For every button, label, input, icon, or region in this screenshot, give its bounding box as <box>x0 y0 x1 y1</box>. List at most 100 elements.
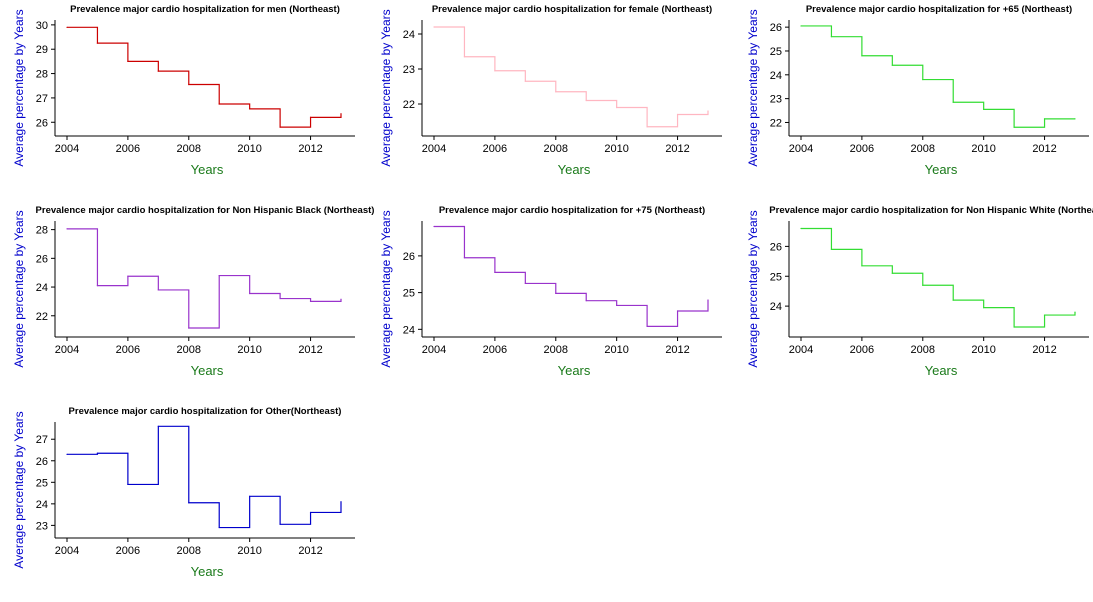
x-tick-label: 2008 <box>544 344 568 356</box>
x-tick-label: 2004 <box>55 143 79 155</box>
data-point <box>616 304 618 307</box>
y-axis-label: Average percentage by Years <box>746 210 760 367</box>
y-axis-label: Average percentage by Years <box>379 210 393 367</box>
x-axis-label: Years <box>558 162 591 177</box>
x-tick-label: 2006 <box>850 143 874 155</box>
series-step-line <box>434 26 709 128</box>
chart-panel-6: Prevalence major cardio hospitalization … <box>734 201 1093 401</box>
y-tick-label: 25 <box>36 477 48 489</box>
x-tick-label: 2012 <box>298 143 322 155</box>
y-tick-label: 26 <box>770 241 782 253</box>
y-tick-label: 28 <box>36 225 48 237</box>
data-point <box>433 225 435 228</box>
y-tick-label: 25 <box>403 288 415 300</box>
data-point <box>891 64 893 66</box>
data-point <box>1043 314 1046 316</box>
data-point <box>1074 311 1076 313</box>
chart-svg: Prevalence major cardio hospitalization … <box>379 205 722 378</box>
x-tick-label: 2010 <box>971 344 995 356</box>
data-point <box>127 483 129 486</box>
data-point <box>707 299 709 301</box>
y-tick-label: 27 <box>36 93 48 105</box>
x-tick-label: 2006 <box>116 344 140 356</box>
data-point <box>340 501 342 503</box>
chart-title: Prevalence major cardio hospitalization … <box>439 205 705 216</box>
series-step-line <box>801 25 1075 128</box>
data-point <box>861 55 863 57</box>
data-point <box>646 325 648 327</box>
x-tick-label: 2004 <box>789 143 813 155</box>
data-point <box>66 453 68 455</box>
data-point <box>279 523 281 525</box>
x-tick-label: 2010 <box>237 143 261 155</box>
x-axis-label: Years <box>191 363 224 378</box>
data-point <box>157 289 159 291</box>
series-step-line <box>434 225 709 327</box>
chart-svg: Prevalence major cardio hospitalization … <box>379 4 722 177</box>
chart-panel-1: Prevalence major cardio hospitalization … <box>0 0 367 200</box>
x-axis-label: Years <box>191 162 224 177</box>
y-tick-label: 29 <box>36 44 48 56</box>
y-axis-label: Average percentage by Years <box>379 9 393 166</box>
data-point <box>1074 118 1076 120</box>
y-axis-label: Average percentage by Years <box>12 210 26 367</box>
data-point <box>249 495 251 497</box>
data-point <box>433 26 435 28</box>
data-point <box>861 265 863 267</box>
data-point <box>66 228 68 230</box>
chart-panel-5: Prevalence major cardio hospitalization … <box>367 201 734 401</box>
data-point <box>524 282 526 285</box>
data-point <box>340 298 342 300</box>
x-tick-label: 2012 <box>1032 143 1056 155</box>
x-tick-label: 2010 <box>237 545 261 557</box>
y-axis-label: Average percentage by Years <box>746 9 760 166</box>
x-tick-label: 2004 <box>422 143 446 155</box>
x-tick-label: 2012 <box>665 344 689 356</box>
chart-panel-2: Prevalence major cardio hospitalization … <box>367 0 734 200</box>
data-point <box>585 300 587 302</box>
x-tick-label: 2004 <box>422 344 446 356</box>
data-point <box>188 327 190 329</box>
chart-panel-4: Prevalence major cardio hospitalization … <box>0 201 374 401</box>
y-tick-label: 27 <box>36 434 48 446</box>
x-tick-label: 2012 <box>298 545 322 557</box>
x-axis-label: Years <box>925 162 958 177</box>
y-tick-label: 23 <box>403 64 415 76</box>
y-tick-label: 24 <box>403 324 415 336</box>
x-tick-label: 2004 <box>789 344 813 356</box>
x-tick-label: 2010 <box>604 344 628 356</box>
y-tick-label: 22 <box>36 311 48 323</box>
data-point <box>676 113 679 116</box>
data-point <box>1013 326 1015 328</box>
data-point <box>249 108 251 110</box>
data-point <box>555 292 557 294</box>
x-tick-label: 2010 <box>971 143 995 155</box>
data-point <box>952 101 954 103</box>
y-tick-label: 24 <box>770 301 782 313</box>
y-tick-label: 24 <box>36 282 48 294</box>
series-step-line <box>801 227 1076 328</box>
series-step-line <box>67 26 342 128</box>
chart-svg: Prevalence major cardio hospitalization … <box>746 4 1089 177</box>
x-tick-label: 2006 <box>116 545 140 557</box>
y-tick-label: 25 <box>770 271 782 283</box>
data-point <box>922 78 924 81</box>
data-point <box>96 452 99 454</box>
chart-panel-3: Prevalence major cardio hospitalization … <box>734 0 1093 200</box>
x-tick-label: 2012 <box>1032 344 1056 356</box>
chart-title: Prevalence major cardio hospitalization … <box>806 4 1072 15</box>
chart-title: Prevalence major cardio hospitalization … <box>70 4 340 15</box>
y-tick-label: 26 <box>36 456 48 468</box>
data-point <box>616 106 618 109</box>
x-tick-label: 2006 <box>483 344 507 356</box>
x-tick-label: 2008 <box>911 143 935 155</box>
chart-svg: Prevalence major cardio hospitalization … <box>12 205 374 378</box>
data-point <box>96 285 99 287</box>
data-point <box>800 227 802 230</box>
chart-svg: Prevalence major cardio hospitalization … <box>12 406 355 579</box>
data-point <box>309 116 312 118</box>
data-point <box>96 42 99 44</box>
data-point <box>555 91 557 93</box>
y-tick-label: 23 <box>770 94 782 106</box>
y-tick-label: 24 <box>403 29 415 41</box>
